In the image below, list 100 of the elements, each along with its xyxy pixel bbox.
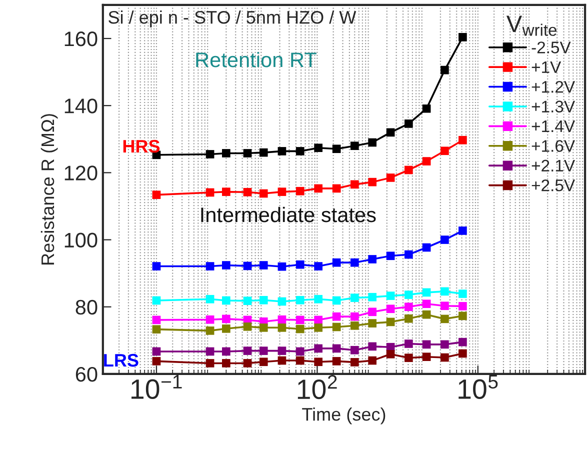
point (350, 321, 359, 330)
point (296, 147, 304, 156)
point (314, 262, 322, 270)
point (278, 147, 286, 156)
chart-title: Si / epi n - STO / 5nm HZO / W (108, 10, 356, 28)
point (222, 314, 230, 324)
y-axis-title: Resistance R (MΩ) (40, 114, 58, 264)
point (368, 138, 377, 147)
point (350, 346, 359, 354)
point (350, 294, 359, 302)
legend-label: +2.5V (532, 179, 575, 192)
annotation: HRS (123, 140, 160, 153)
point (440, 236, 449, 244)
point (259, 261, 268, 270)
point (296, 324, 304, 334)
point (458, 226, 467, 235)
point (296, 296, 304, 304)
annotation: LRS (104, 354, 138, 367)
point (386, 318, 395, 326)
y-tick-label: 120 (64, 166, 98, 180)
point (386, 174, 395, 182)
point (222, 296, 230, 305)
y-tick-label: 100 (64, 232, 98, 248)
point (386, 128, 395, 137)
point (278, 262, 286, 271)
point (368, 292, 377, 302)
point (440, 146, 449, 156)
point (350, 358, 359, 366)
y-tick-label: 160 (64, 31, 98, 46)
point (350, 180, 359, 189)
point (404, 302, 413, 312)
point (278, 188, 286, 196)
x-tick-label: 10$^{5}$ (458, 375, 498, 399)
point (422, 104, 431, 113)
point (386, 350, 395, 358)
point (458, 312, 467, 320)
point (206, 326, 214, 335)
point (368, 319, 377, 328)
y-tick-label: 80 (76, 300, 98, 315)
point (314, 316, 322, 324)
point (296, 260, 304, 269)
point (440, 353, 449, 362)
legend-label: +1.6V (532, 140, 575, 152)
x-axis-title: Time (sec) (302, 407, 386, 424)
legend-label: +2.1V (532, 160, 575, 172)
point (314, 358, 322, 366)
point (259, 323, 268, 332)
point (332, 184, 341, 193)
point (278, 323, 286, 332)
point (386, 252, 395, 260)
point (278, 315, 286, 324)
point (332, 144, 341, 154)
x-tick-label: 10$^{−1}$ (132, 375, 182, 399)
legend-label: +1V (532, 61, 562, 73)
point (404, 120, 413, 128)
point (259, 358, 268, 366)
point (259, 346, 268, 355)
point (314, 294, 322, 304)
point (332, 357, 341, 366)
point (259, 296, 268, 304)
legend-label: +1.4V (532, 120, 575, 132)
point (332, 344, 341, 353)
point (404, 250, 413, 259)
x-tick-label: 10$^{2}$ (298, 375, 337, 400)
point (332, 312, 341, 321)
point (404, 290, 413, 299)
point (368, 356, 377, 365)
point (458, 32, 467, 42)
point (458, 338, 467, 346)
point (404, 166, 413, 174)
point (440, 314, 449, 324)
y-tick-label: 60 (76, 366, 98, 382)
point (314, 323, 322, 332)
point (206, 347, 214, 356)
point (278, 346, 286, 355)
point (278, 297, 286, 306)
point (206, 294, 214, 304)
point (296, 316, 304, 324)
point (458, 349, 467, 358)
point (332, 322, 341, 332)
point (458, 302, 467, 310)
point (332, 258, 341, 267)
point (386, 304, 395, 314)
legend-label: +1.3V (532, 100, 575, 112)
point (206, 150, 214, 158)
point (222, 149, 230, 158)
point (222, 261, 230, 270)
point (296, 356, 304, 365)
point (440, 66, 449, 74)
point (368, 342, 377, 351)
point (422, 352, 431, 362)
point (368, 308, 377, 316)
point (422, 340, 431, 349)
point (332, 296, 341, 305)
point (278, 356, 286, 365)
point (368, 178, 377, 186)
point (386, 292, 395, 300)
point (259, 148, 268, 157)
point (222, 347, 230, 356)
point (314, 344, 322, 353)
